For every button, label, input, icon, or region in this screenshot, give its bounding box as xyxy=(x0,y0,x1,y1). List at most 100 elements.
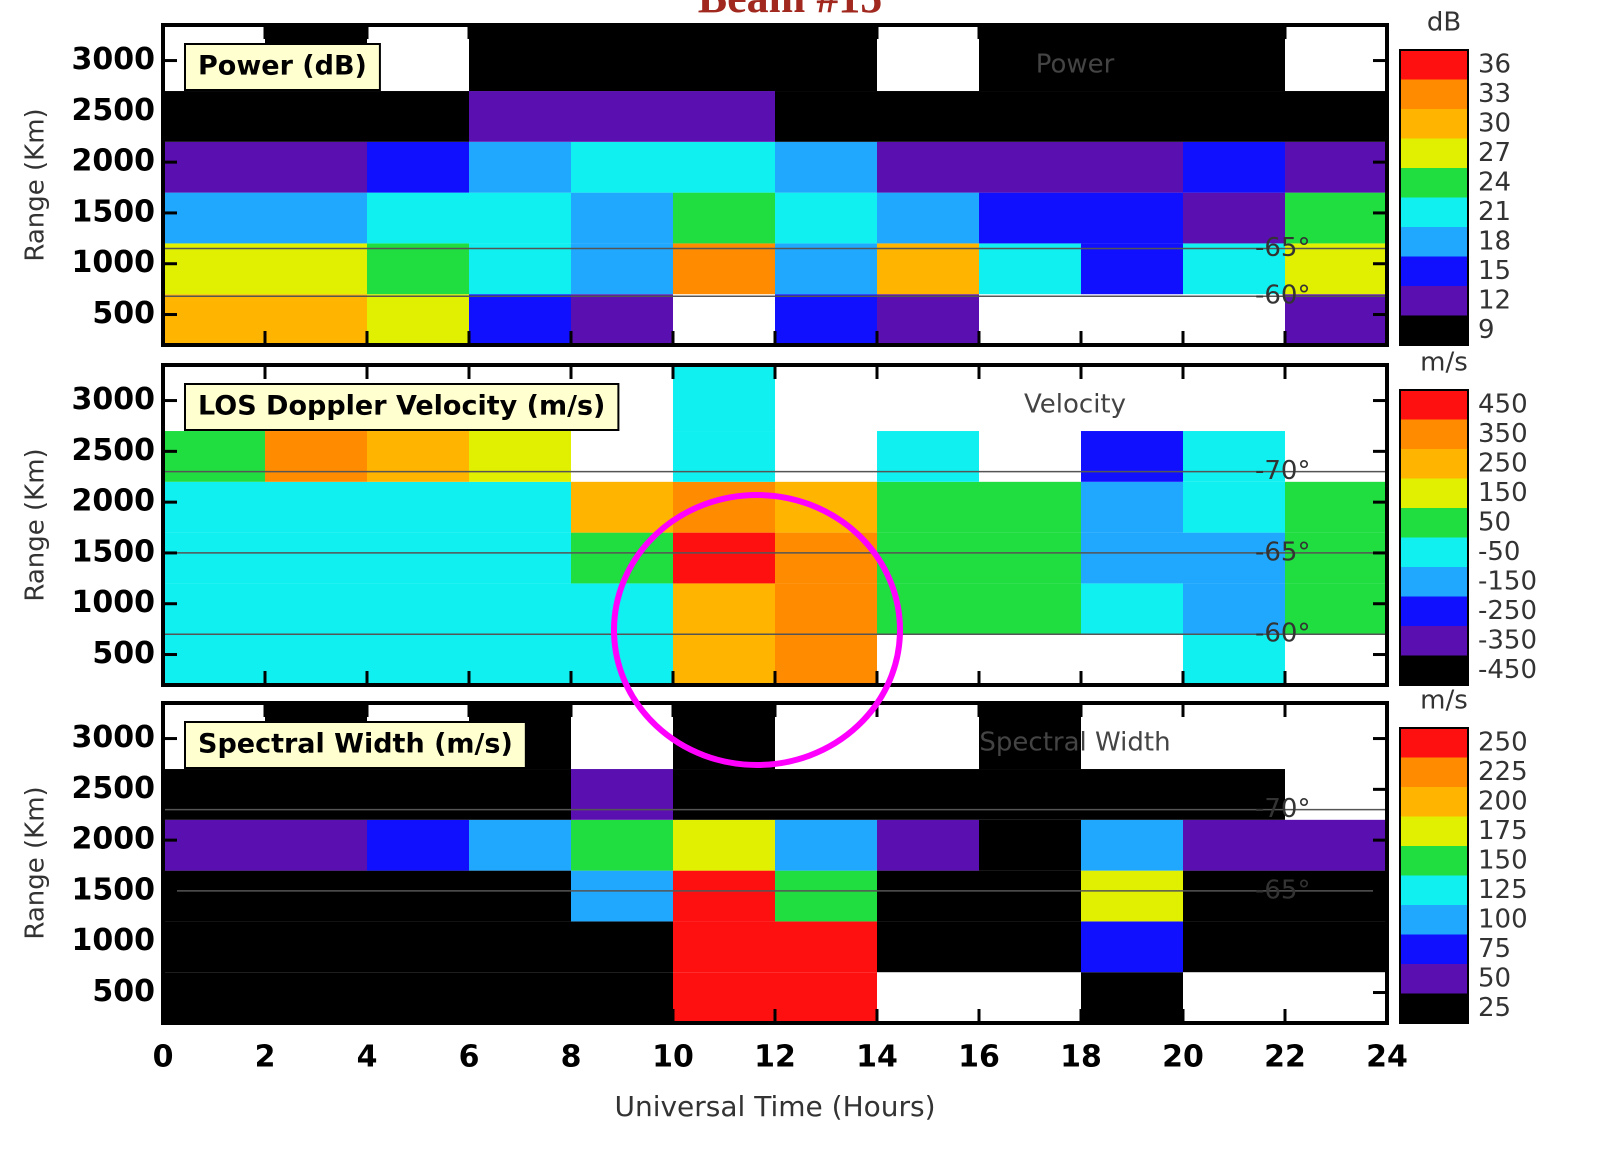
colorbar-swatch xyxy=(1400,449,1468,479)
colorbar-label: 125 xyxy=(1478,875,1528,905)
colorbar-swatch xyxy=(1400,316,1468,346)
panel-annotation: Velocity xyxy=(1024,390,1126,420)
colorbar-label: 9 xyxy=(1478,315,1495,345)
x-tick-label: 8 xyxy=(561,1040,582,1075)
colorbar-swatch xyxy=(1400,876,1468,906)
y-tick-label: 2500 xyxy=(72,433,156,468)
heat-cell xyxy=(673,431,775,482)
heat-cell xyxy=(1081,769,1183,820)
heat-cell xyxy=(1183,820,1285,871)
heat-cell xyxy=(469,243,571,294)
x-tick-label: 4 xyxy=(357,1040,378,1075)
latitude-label: -60° xyxy=(1255,619,1310,649)
heat-cell xyxy=(1081,482,1183,533)
heat-cell xyxy=(673,921,775,972)
panel-label: Power (dB) xyxy=(185,44,380,90)
heat-cell xyxy=(571,243,673,294)
colorbar-swatch xyxy=(1400,508,1468,538)
colorbar-label: 36 xyxy=(1478,49,1511,79)
heat-cell xyxy=(673,972,775,1023)
heat-cell xyxy=(469,91,571,142)
y-tick-label: 2000 xyxy=(72,484,156,519)
heat-cell xyxy=(571,769,673,820)
heat-cell xyxy=(673,634,775,685)
heat-cell xyxy=(775,820,877,871)
heat-cell xyxy=(367,294,469,345)
heat-cell xyxy=(877,482,979,533)
heat-cell xyxy=(265,243,367,294)
heat-cell xyxy=(673,243,775,294)
heat-cell xyxy=(571,294,673,345)
colorbar-label: 150 xyxy=(1478,845,1528,875)
colorbar-swatch xyxy=(1400,787,1468,817)
heat-cell xyxy=(979,583,1081,634)
heat-cell xyxy=(469,921,571,972)
colorbar-label: 50 xyxy=(1478,963,1511,993)
latitude-label: -70° xyxy=(1255,456,1310,486)
y-tick-label: 500 xyxy=(92,296,155,331)
colorbar-swatch xyxy=(1400,168,1468,198)
heat-cell xyxy=(571,871,673,922)
heat-cell xyxy=(367,243,469,294)
panel-annotation: Spectral Width xyxy=(979,728,1170,758)
heat-cell xyxy=(265,583,367,634)
latitude-label: -70° xyxy=(1255,794,1310,824)
y-tick-label: 2000 xyxy=(72,144,156,179)
heat-cell xyxy=(1081,820,1183,871)
heat-cell xyxy=(877,921,979,972)
heat-cell xyxy=(1081,91,1183,142)
heat-cell xyxy=(469,193,571,244)
x-tick-label: 12 xyxy=(754,1040,796,1075)
colorbar-swatch xyxy=(1400,728,1468,758)
colorbar-label: 100 xyxy=(1478,904,1528,934)
heat-cell xyxy=(163,820,265,871)
y-tick-label: 3000 xyxy=(72,42,156,77)
panel-label: LOS Doppler Velocity (m/s) xyxy=(185,384,618,430)
colorbar-label: 25 xyxy=(1478,993,1511,1023)
colorbar-label: -350 xyxy=(1478,625,1537,655)
heat-cell xyxy=(1285,142,1387,193)
heat-cell xyxy=(979,921,1081,972)
y-tick-label: 1000 xyxy=(72,923,156,958)
heat-cell xyxy=(265,533,367,584)
heat-cell xyxy=(1081,871,1183,922)
colorbar-label: 33 xyxy=(1478,79,1511,109)
heat-cell xyxy=(367,482,469,533)
heat-cell xyxy=(163,193,265,244)
heat-cell xyxy=(1081,583,1183,634)
colorbar-swatch xyxy=(1400,139,1468,169)
heat-cell xyxy=(877,142,979,193)
heat-cell xyxy=(1081,431,1183,482)
y-tick-label: 2000 xyxy=(72,822,156,857)
colorbar-label: 350 xyxy=(1478,419,1528,449)
figure: Beam #15 -65°-60°Power500100015002000250… xyxy=(0,0,1606,1155)
colorbar-swatch xyxy=(1400,626,1468,656)
heat-cell xyxy=(673,533,775,584)
heat-cell xyxy=(775,972,877,1023)
heat-cell xyxy=(673,142,775,193)
colorbar-label: 450 xyxy=(1478,389,1528,419)
heat-cell xyxy=(265,871,367,922)
colorbar-swatch xyxy=(1400,538,1468,568)
heat-cell xyxy=(673,769,775,820)
heat-cell xyxy=(265,482,367,533)
heat-cell xyxy=(265,634,367,685)
heat-cell xyxy=(469,820,571,871)
y-tick-label: 500 xyxy=(92,974,155,1009)
colorbar-label: 12 xyxy=(1478,285,1511,315)
y-axis-title: Range (Km) xyxy=(21,786,51,939)
heat-cell xyxy=(571,533,673,584)
heat-cell xyxy=(673,871,775,922)
heat-cell xyxy=(979,482,1081,533)
heat-cell xyxy=(367,193,469,244)
heat-cell xyxy=(1081,972,1183,1023)
heat-cell xyxy=(469,634,571,685)
heat-cell xyxy=(367,972,469,1023)
y-tick-label: 500 xyxy=(92,636,155,671)
heat-cell xyxy=(367,431,469,482)
heat-cell xyxy=(367,533,469,584)
heat-cell xyxy=(367,634,469,685)
heat-cell xyxy=(775,583,877,634)
heat-cell xyxy=(877,243,979,294)
colorbar-swatch xyxy=(1400,198,1468,228)
